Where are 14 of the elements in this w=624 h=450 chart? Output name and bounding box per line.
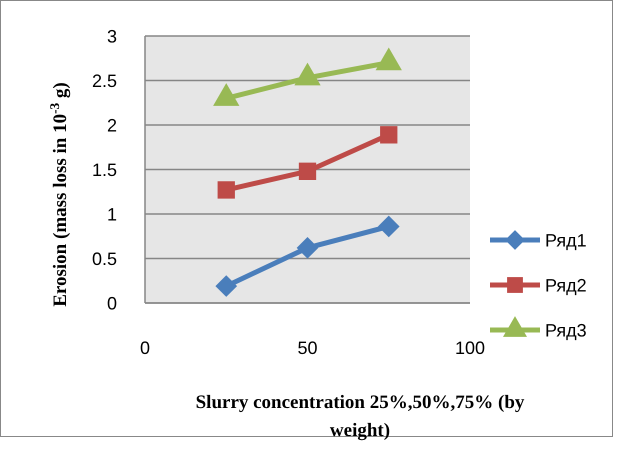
y-tick-label: 2.5 — [92, 70, 117, 91]
legend-label: Ряд2 — [545, 275, 587, 296]
y-tick-label: 1.5 — [92, 160, 117, 180]
x-tick-label: 0 — [140, 338, 150, 358]
y-tick-label: 3 — [106, 26, 117, 46]
y-tick-label: 0.5 — [92, 248, 117, 269]
x-tick-label: 50 — [297, 338, 318, 358]
y-tick-label: 0 — [106, 293, 117, 314]
x-axis-title: Slurry concentration 25%,50%,75% (by weight) — [196, 392, 525, 441]
y-tick-label: 1 — [106, 204, 117, 224]
legend-label: Ряд3 — [545, 320, 587, 340]
y-tick-label: 2 — [106, 115, 117, 136]
legend-label: Ряд1 — [545, 230, 587, 250]
x-tick-label: 100 — [454, 338, 486, 358]
